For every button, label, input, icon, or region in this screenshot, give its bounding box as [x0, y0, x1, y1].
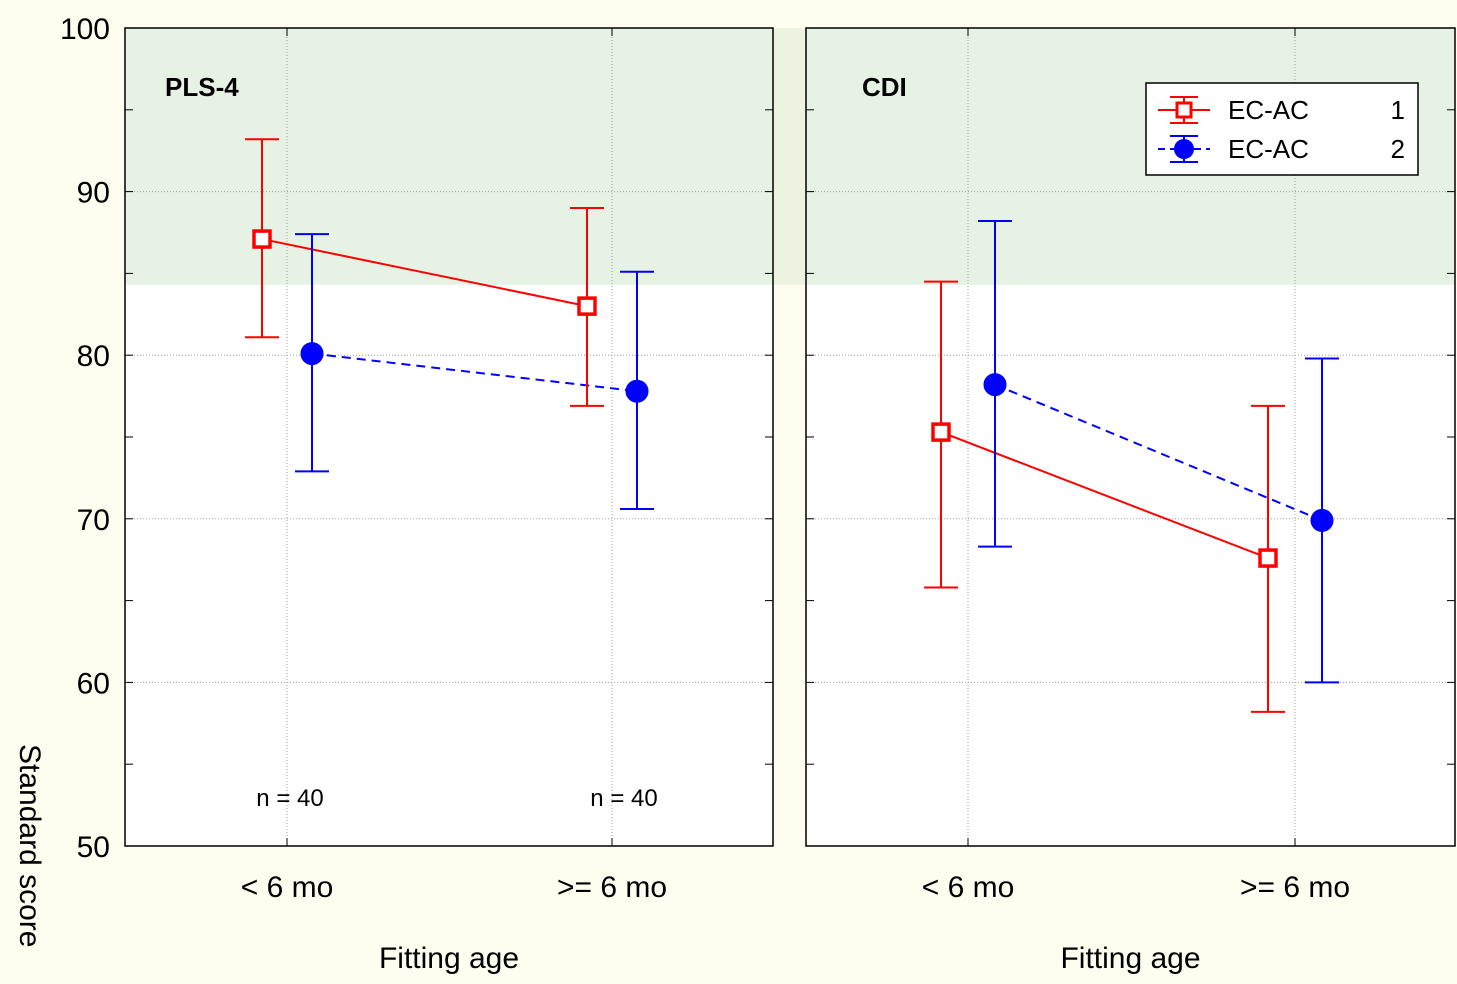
legend-code: 2 [1391, 134, 1405, 164]
data-point [625, 379, 649, 403]
x-axis-label: Fitting age [379, 942, 519, 975]
y-tick-label: 100 [60, 13, 110, 46]
panel-title: PLS-4 [165, 72, 239, 102]
data-point [252, 229, 272, 249]
y-tick-label: 60 [77, 667, 110, 700]
plot-area-2 [806, 284, 1455, 846]
x-tick-label: < 6 mo [922, 871, 1015, 904]
y-tick-label: 70 [77, 504, 110, 537]
legend-box [1145, 82, 1419, 176]
data-point [577, 296, 597, 316]
data-point [1310, 508, 1334, 532]
data-point [983, 373, 1007, 397]
legend-code: 1 [1391, 95, 1405, 125]
y-tick-label: 50 [77, 831, 110, 864]
y-tick-label: 80 [77, 340, 110, 373]
data-point [931, 422, 951, 442]
y-tick-label: 90 [77, 177, 110, 210]
plot-area-1 [125, 284, 773, 846]
legend-item-2: EC-AC 2 [1158, 134, 1405, 164]
series-line [311, 352, 638, 393]
data-point [300, 342, 324, 366]
x-tick-label: >= 6 mo [557, 871, 667, 904]
data-point [1258, 548, 1278, 568]
legend-item-1: EC-AC 1 [1158, 95, 1405, 125]
series-line [261, 238, 588, 308]
reference-band-gap [774, 28, 805, 285]
sample-size-annotation: n = 40 [590, 785, 657, 812]
panel-title: CDI [862, 72, 907, 102]
x-tick-label: >= 6 mo [1240, 871, 1350, 904]
x-tick-label: < 6 mo [241, 871, 334, 904]
sample-size-annotation: n = 40 [256, 785, 323, 812]
x-axis-label: Fitting age [1060, 942, 1200, 975]
legend-marker [1174, 139, 1194, 159]
legend-label: EC-AC [1228, 95, 1309, 125]
legend-label: EC-AC [1228, 134, 1309, 164]
y-axis-label: Standard score [13, 744, 46, 947]
legend-marker [1175, 101, 1193, 119]
